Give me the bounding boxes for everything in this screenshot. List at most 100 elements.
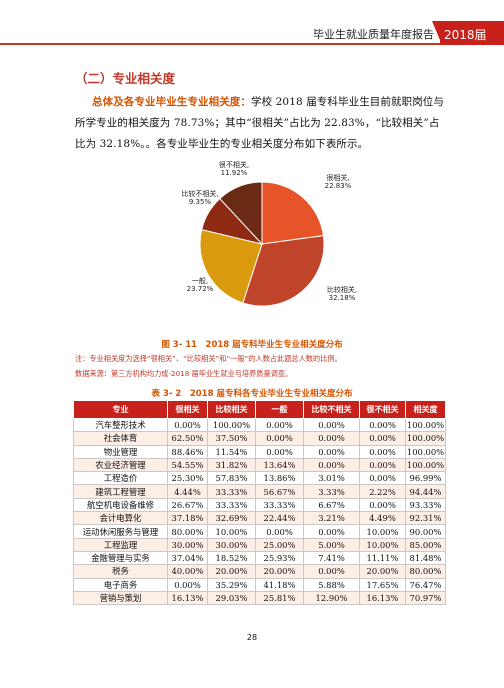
percent-cell: 11.11%	[359, 550, 406, 566]
percent-cell: 0.00%	[303, 457, 360, 473]
slice-value-label: 11.92%	[221, 169, 248, 177]
slice-label: 比较不相关,	[181, 189, 218, 198]
major-name-cell: 工程监理	[73, 537, 168, 552]
percent-cell: 0.00%	[303, 524, 360, 539]
percent-cell: 18.52%	[207, 550, 256, 566]
percent-cell: 37.04%	[167, 550, 208, 566]
source-line: 数据来源：第三方机构均力成-2018 届毕业生就业与培养质量调查。	[75, 369, 293, 378]
percent-cell: 0.00%	[359, 417, 406, 433]
percent-cell: 41.18%	[255, 577, 304, 592]
percent-cell: 54.55%	[167, 457, 208, 473]
table-row: 工程造价 25.30% 57.83% 13.86% 3.01% 0.00% 96.99%	[73, 471, 446, 486]
column-header: 很不相关	[359, 400, 406, 419]
major-name-cell: 营销与策划	[73, 590, 168, 606]
section-title: （二）专业相关度	[75, 71, 176, 86]
table-caption: 表 3- 2 2018 届专科各专业毕业生专业相关度分布	[151, 389, 353, 399]
percent-cell: 0.00%	[303, 564, 360, 579]
column-header: 比较相关	[207, 400, 256, 419]
percent-cell: 3.21%	[303, 511, 360, 526]
table-row: 汽车整形技术 0.00% 100.00% 0.00% 0.00% 0.00% 100.00%	[73, 417, 446, 433]
percent-cell: 13.64%	[255, 457, 304, 473]
major-name-cell: 建筑工程管理	[73, 484, 168, 499]
slice-label: 很不相关,	[219, 160, 249, 169]
percent-cell: 33.33%	[207, 497, 256, 513]
paragraph-lead: 总体及各专业毕业生专业相关度：	[92, 96, 251, 108]
pie-slice	[261, 181, 324, 245]
table-row: 会计电算化 37.18% 32.69% 22.44% 3.21% 4.49% 92.31%	[73, 511, 446, 526]
report-title: 毕业生就业质量年度报告	[313, 28, 434, 41]
percent-cell: 25.30%	[167, 471, 208, 486]
percent-cell: 85.00%	[405, 537, 446, 552]
percent-cell: 0.00%	[255, 431, 304, 446]
percent-cell: 40.00%	[167, 564, 208, 579]
percent-cell: 35.29%	[207, 577, 256, 592]
percent-cell: 3.33%	[303, 484, 360, 499]
percent-cell: 22.44%	[255, 511, 304, 526]
slice-label: 很相关,	[326, 173, 349, 182]
table-row: 税务 40.00% 20.00% 20.00% 0.00% 20.00% 80.00%	[73, 564, 446, 579]
slice-value-label: 22.83%	[325, 182, 352, 190]
percent-cell: 30.00%	[167, 537, 208, 552]
percent-cell: 32.69%	[207, 511, 256, 526]
percent-cell: 10.00%	[359, 537, 406, 552]
percent-cell: 0.00%	[303, 444, 360, 459]
percent-cell: 37.18%	[167, 511, 208, 526]
percent-cell: 62.50%	[167, 431, 208, 446]
table-row: 电子商务 0.00% 35.29% 41.18% 5.88% 17.65% 76.47%	[73, 577, 446, 592]
year-label: 2018届	[444, 28, 487, 42]
percent-cell: 0.00%	[359, 457, 406, 473]
header-bar: 毕业生就业质量年度报告	[0, 21, 440, 45]
slice-value-label: 23.72%	[187, 285, 214, 293]
column-header: 很相关	[167, 400, 208, 419]
note-line: 注：专业相关度为选择“很相关”、“比较相关”和“一般”的人数占此题总人数的比例。	[75, 354, 342, 363]
percent-cell: 57.83%	[207, 471, 256, 486]
percent-cell: 26.67%	[167, 497, 208, 513]
percent-cell: 25.93%	[255, 550, 304, 566]
relevance-table: 专业 很相关 比较相关 一般 比较不相关 很不相关 相关度 汽车整形技术 0.00% 100.0…	[73, 400, 446, 606]
major-name-cell: 物业管理	[73, 444, 168, 459]
percent-cell: 88.46%	[167, 444, 208, 459]
percent-cell: 100.00%	[405, 417, 446, 433]
percent-cell: 12.90%	[303, 590, 360, 606]
percent-cell: 100.00%	[405, 444, 446, 459]
column-header: 专业	[73, 400, 168, 419]
percent-cell: 20.00%	[255, 564, 304, 579]
percent-cell: 80.00%	[405, 564, 446, 579]
percent-cell: 6.67%	[303, 497, 360, 513]
pie-slice	[199, 228, 263, 304]
percent-cell: 5.88%	[303, 577, 360, 592]
percent-cell: 0.00%	[167, 417, 208, 433]
major-name-cell: 电子商务	[73, 577, 168, 592]
percent-cell: 30.00%	[207, 537, 256, 552]
pie-slice	[242, 235, 325, 307]
percent-cell: 94.44%	[405, 484, 446, 499]
column-header: 一般	[255, 400, 304, 419]
percent-cell: 100.00%	[207, 417, 256, 433]
major-name-cell: 会计电算化	[73, 511, 168, 526]
table-header-row: 专业 很相关 比较相关 一般 比较不相关 很不相关 相关度	[73, 400, 446, 419]
column-header: 比较不相关	[303, 400, 360, 419]
table-row: 社会体育 62.50% 37.50% 0.00% 0.00% 0.00% 100.00%	[73, 431, 446, 446]
percent-cell: 0.00%	[359, 431, 406, 446]
table-row: 营销与策划 16.13% 29.03% 25.81% 12.90% 16.13% 70.97…	[73, 590, 446, 606]
table-row: 建筑工程管理 4.44% 33.33% 56.67% 3.33% 2.22% 94.44%	[73, 484, 446, 499]
percent-cell: 81.48%	[405, 550, 446, 566]
column-header: 相关度	[405, 400, 446, 419]
percent-cell: 20.00%	[207, 564, 256, 579]
percent-cell: 100.00%	[405, 431, 446, 446]
slice-value-label: 32.18%	[329, 294, 356, 302]
major-name-cell: 金融管理与实务	[73, 550, 168, 566]
major-name-cell: 社会体育	[73, 431, 168, 446]
percent-cell: 0.00%	[359, 497, 406, 513]
figure-caption: 图 3- 11 2018 届专科毕业生专业相关度分布	[161, 340, 343, 350]
percent-cell: 25.81%	[255, 590, 304, 606]
percent-cell: 3.01%	[303, 471, 360, 486]
percent-cell: 7.41%	[303, 550, 360, 566]
percent-cell: 4.44%	[167, 484, 208, 499]
table-row: 工程监理 30.00% 30.00% 25.00% 5.00% 10.00% 85.00%	[73, 537, 446, 552]
table-row: 航空机电设备维修 26.67% 33.33% 33.33% 6.67% 0.00% 93.3…	[73, 497, 446, 513]
percent-cell: 76.47%	[405, 577, 446, 592]
percent-cell: 31.82%	[207, 457, 256, 473]
year-badge: 2018届	[440, 21, 504, 45]
percent-cell: 33.33%	[207, 484, 256, 499]
